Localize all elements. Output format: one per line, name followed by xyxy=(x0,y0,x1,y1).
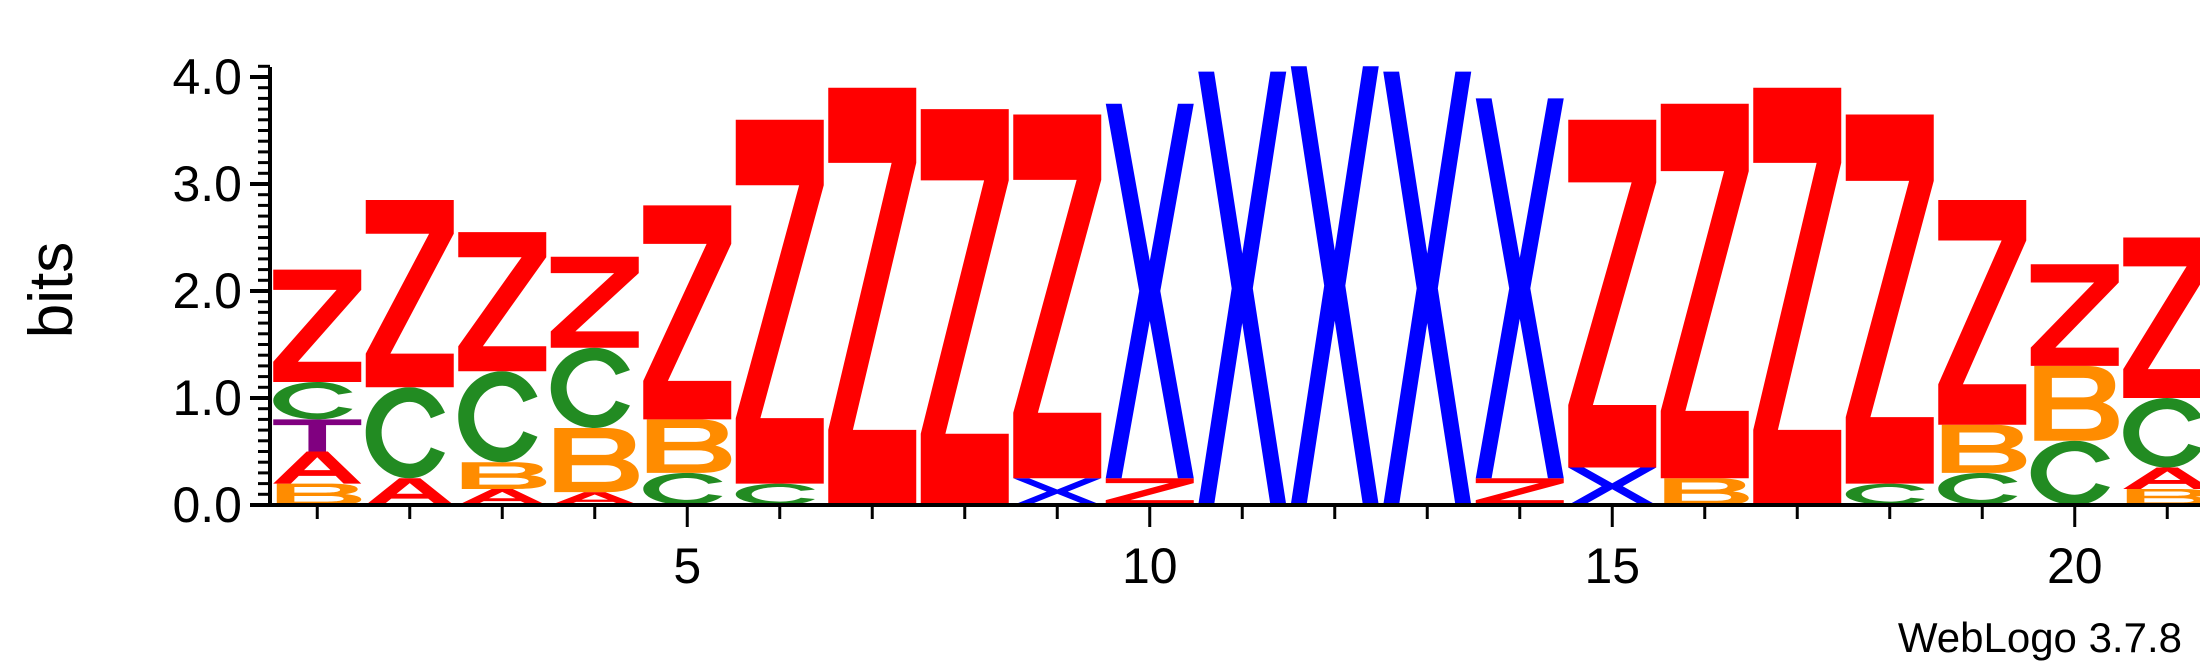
logo-letter-b-pos-20 xyxy=(2034,365,2119,441)
logo-letter-b-pos-5 xyxy=(646,419,732,473)
logo-letter-z-pos-15 xyxy=(1568,119,1657,468)
weblogo-credit: WebLogo 3.7.8 xyxy=(1898,614,2182,661)
logo-letter-z-pos-14 xyxy=(1475,478,1564,505)
logo-letter-c-pos-3 xyxy=(458,371,538,463)
logo-letter-z-pos-8 xyxy=(920,109,1009,505)
logo-letter-c-pos-2 xyxy=(365,387,445,479)
logo-letter-z-pos-5 xyxy=(643,205,732,420)
logo-letter-a-pos-21 xyxy=(2123,467,2200,489)
logo-letter-z-pos-7 xyxy=(828,87,917,505)
logo-letter-a-pos-2 xyxy=(365,478,454,505)
logo-letter-x-pos-9 xyxy=(1013,478,1102,505)
y-tick-label: 2.0 xyxy=(172,263,242,319)
logo-letter-a-pos-1 xyxy=(273,451,362,484)
y-tick-label: 4.0 xyxy=(172,49,242,105)
y-axis: 0.0 1.0 2.0 3.0 4.0 xyxy=(172,49,272,533)
x-tick-label: 10 xyxy=(1122,538,1178,594)
logo-letter-z-pos-3 xyxy=(458,232,547,372)
logo-letter-z-pos-21 xyxy=(2123,237,2200,399)
x-axis: 5 10 15 20 xyxy=(270,503,2200,594)
logo-letter-z-pos-4 xyxy=(550,256,639,348)
logo-letter-a-pos-3 xyxy=(458,488,547,505)
logo-letter-b-pos-16 xyxy=(1664,478,1749,505)
logo-letter-c-pos-5 xyxy=(643,472,723,505)
logo-letter-z-pos-19 xyxy=(1938,200,2027,425)
logo-letter-z-pos-16 xyxy=(1660,103,1749,479)
logo-letter-b-pos-21 xyxy=(2126,488,2200,506)
logo-letter-b-pos-4 xyxy=(554,427,639,493)
logo-letter-b-pos-3 xyxy=(461,462,547,489)
logo-letter-c-pos-1 xyxy=(273,381,353,420)
logo-letter-x-pos-15 xyxy=(1568,467,1657,505)
y-tick-label: 3.0 xyxy=(172,156,242,212)
logo-letter-z-pos-1 xyxy=(273,269,362,382)
x-tick-label: 20 xyxy=(2047,538,2103,594)
logo-letter-c-pos-20 xyxy=(2030,440,2110,505)
logo-letter-c-pos-21 xyxy=(2123,398,2200,468)
logo-letter-z-pos-10 xyxy=(1105,478,1194,505)
logo-letter-a-pos-4 xyxy=(550,492,639,505)
logo-letter-z-pos-6 xyxy=(735,119,824,484)
logo-letter-z-pos-9 xyxy=(1013,114,1102,479)
logo-letter-t-pos-1 xyxy=(273,419,362,452)
y-axis-label: bits xyxy=(17,242,86,338)
logo-letter-z-pos-17 xyxy=(1753,87,1842,505)
x-tick-label: 15 xyxy=(1584,538,1640,594)
logo-letter-c-pos-6 xyxy=(735,483,815,505)
logo-letter-z-pos-18 xyxy=(1845,114,1934,484)
logo-letter-c-pos-19 xyxy=(1938,472,2018,505)
logo-letter-x-pos-11 xyxy=(1198,71,1287,506)
logo-letter-z-pos-20 xyxy=(2030,264,2119,366)
logo-letter-b-pos-1 xyxy=(276,483,362,505)
logo-stacks xyxy=(273,66,2200,506)
logo-letter-x-pos-13 xyxy=(1383,71,1472,506)
logo-letter-c-pos-4 xyxy=(550,347,630,428)
logo-letter-c-pos-18 xyxy=(1845,483,1925,505)
logo-letter-x-pos-14 xyxy=(1475,98,1564,479)
logo-letter-x-pos-10 xyxy=(1105,103,1194,479)
logo-letter-x-pos-12 xyxy=(1290,66,1379,506)
x-tick-label: 5 xyxy=(673,538,701,594)
y-tick-label: 0.0 xyxy=(172,477,242,533)
logo-letter-b-pos-19 xyxy=(1941,424,2027,473)
logo-letter-z-pos-2 xyxy=(365,200,454,388)
y-tick-label: 1.0 xyxy=(172,370,242,426)
